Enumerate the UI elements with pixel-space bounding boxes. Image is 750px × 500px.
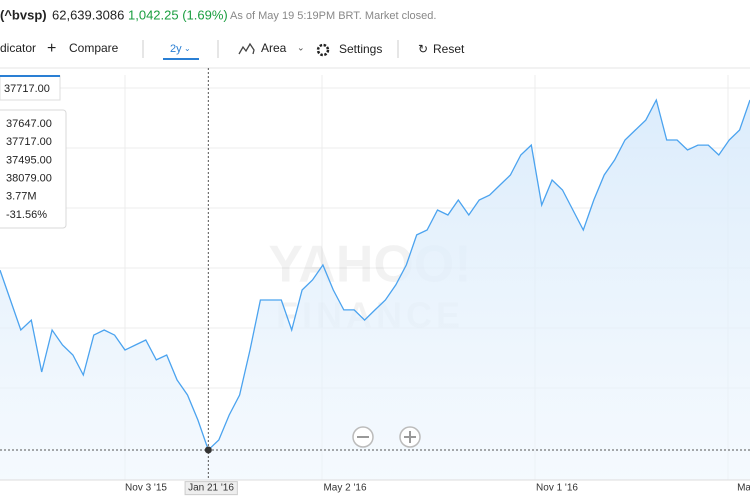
tooltip-value: -31.56% [6,209,47,221]
status: As of May 19 5:19PM BRT. Market closed. [230,10,436,22]
chart-type-button[interactable]: Area [261,41,287,55]
change: 1,042.25 (1.69%) [128,7,228,22]
tooltip-value: 37647.00 [6,118,52,130]
tooltip [0,109,67,229]
range-button[interactable]: 2y [170,43,182,55]
price: 62,639.3086 [52,7,124,22]
settings-button[interactable]: Settings [339,42,382,56]
compare-button[interactable]: Compare [69,41,119,55]
price-line [0,98,750,452]
chart-type-caret: ⌄ [297,42,305,52]
x-tick-label: Ma [737,483,750,494]
x-tick-label-highlight [184,481,238,496]
tooltip-value: 37717.00 [6,136,52,148]
compare-icon[interactable]: + [47,40,56,57]
area-fill [0,100,750,480]
tooltip-value: 3.77M [6,191,37,203]
tooltip-value: 37495.00 [6,154,52,166]
area-icon [238,42,255,55]
symbol: (^bvsp) [0,7,47,22]
x-tick-label: Jan 21 '16 [188,483,234,494]
crosshair-label: 37717.00 [4,83,50,95]
tooltip-value: 38079.00 [6,173,52,185]
reset-button[interactable]: Reset [433,42,465,56]
x-axis-labels: Nov 3 '15 Jan 21 '16 May 2 '16 Nov 1 '16 Ma [125,481,750,496]
x-tick-label: Nov 1 '16 [536,483,578,494]
settings-icon [316,43,330,57]
reset-icon: ↻ [418,42,428,56]
crosshair-point [204,446,212,454]
x-tick-label: May 2 '16 [323,483,366,494]
indicator-button[interactable]: dicator [0,41,36,55]
plot [0,68,750,480]
x-tick-label: Nov 3 '15 [125,483,167,494]
range-caret: ⌄ [184,44,191,53]
tooltip-values: 37647.00 37717.00 37495.00 38079.00 3.77M -31… [6,118,52,221]
